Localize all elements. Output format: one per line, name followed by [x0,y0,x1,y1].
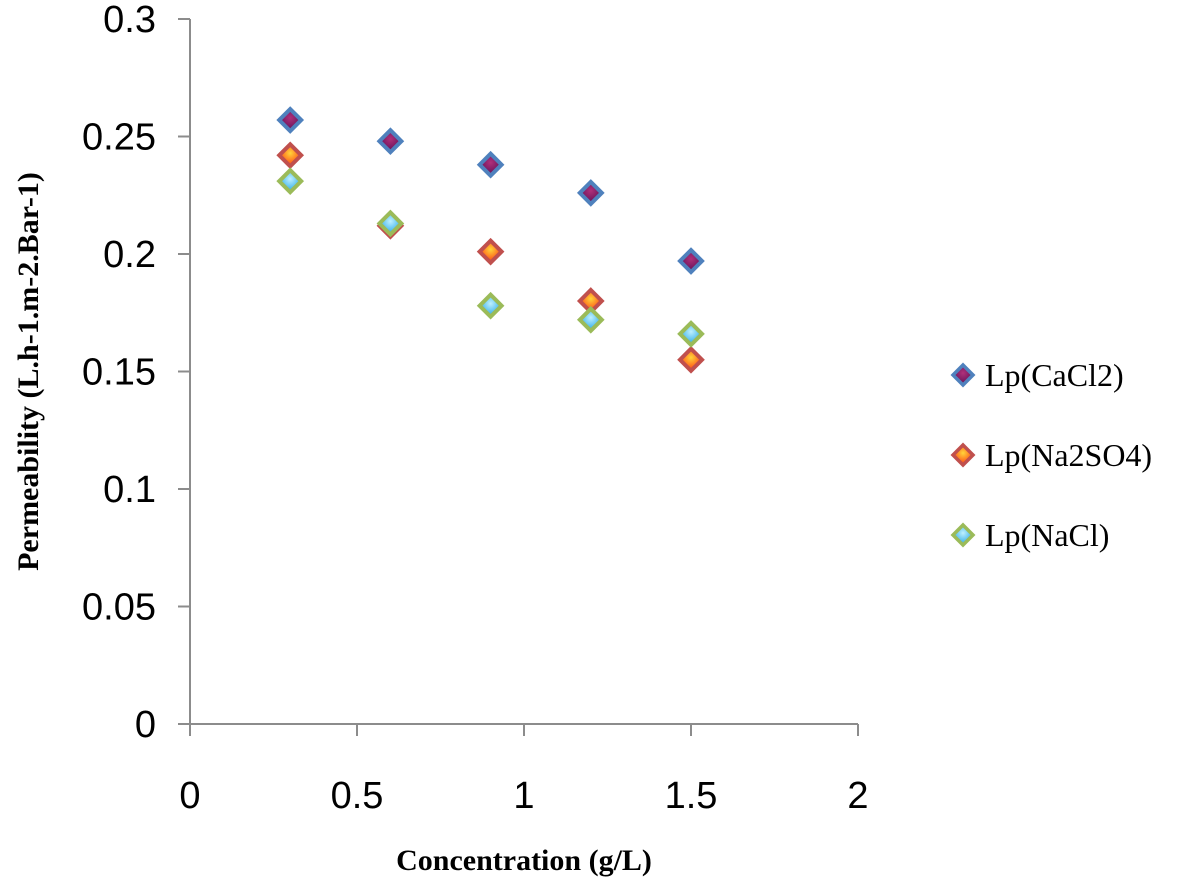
data-point [476,291,505,320]
data-point [276,106,305,134]
data-point [677,320,705,348]
legend-marker [950,522,976,548]
data-point [276,141,305,170]
y-tick-label: 0.2 [103,234,156,276]
y-tick-label: 0.15 [82,352,156,394]
x-tick-label: 0 [179,775,200,817]
data-point [376,127,405,156]
data-point [677,247,705,275]
legend-marker [950,442,976,468]
data-point [476,150,505,179]
x-tick-label: 1.5 [665,775,718,817]
series-3-points [276,167,705,348]
x-axis-title: Concentration (g/L) [396,844,652,877]
y-tick-label: 0.05 [82,587,156,629]
y-axis-title: Permeability (L.h-1.m-2.Bar-1) [12,172,45,571]
legend-label: Lp(Na2SO4) [985,437,1152,473]
data-point [576,179,605,207]
data-point [276,167,305,195]
x-axis-ticks: 0 0.5 1 1.5 2 [179,724,869,817]
y-tick-label: 0.25 [82,117,156,159]
data-points [276,106,705,374]
x-tick-label: 1 [513,775,534,817]
x-tick-label: 0.5 [331,775,384,817]
legend-marker [950,362,976,388]
y-tick-label: 0.3 [103,0,156,41]
data-point [677,345,705,374]
data-point [476,237,505,266]
legend-label: Lp(CaCl2) [985,357,1124,393]
y-tick-label: 0 [135,704,156,746]
y-axis-ticks: 0 0.05 0.1 0.15 0.2 0.25 0.3 [82,0,190,746]
y-tick-label: 0.1 [103,469,156,511]
series-1-points [276,106,705,275]
data-point [576,305,605,334]
x-tick-label: 2 [847,775,868,817]
legend: Lp(CaCl2) Lp(Na2SO4) Lp(NaCl) [950,357,1152,553]
data-point [376,209,405,238]
axes: 0 0.05 0.1 0.15 0.2 0.25 0.3 0 0.5 1 1.5 2 [82,0,869,817]
legend-label: Lp(NaCl) [985,517,1109,553]
